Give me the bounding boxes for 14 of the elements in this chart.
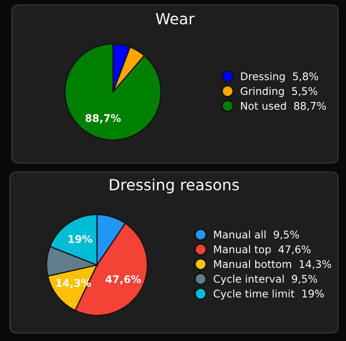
legend-label: Manual top 47,6%: [214, 245, 310, 256]
data-label: 88,7%: [86, 114, 121, 124]
legend-label: Dressing 5,8%: [241, 72, 318, 82]
pie-slice: [64, 43, 162, 141]
data-label: 47,6%: [106, 275, 141, 284]
legend-label: Not used 88,7%: [241, 102, 326, 111]
chart-title: Dressing reasons: [110, 178, 239, 194]
legend-label: Manual bottom 14,3%: [214, 260, 332, 270]
data-label: 19%: [68, 235, 92, 244]
chart-title: Wear: [156, 13, 195, 24]
legend-label: Manual all 9,5%: [214, 230, 299, 240]
legend-label: Cycle time limit 19%: [214, 289, 324, 300]
legend-label: Cycle interval 9,5%: [214, 274, 318, 285]
legend-label: Grinding 5,5%: [240, 86, 318, 98]
